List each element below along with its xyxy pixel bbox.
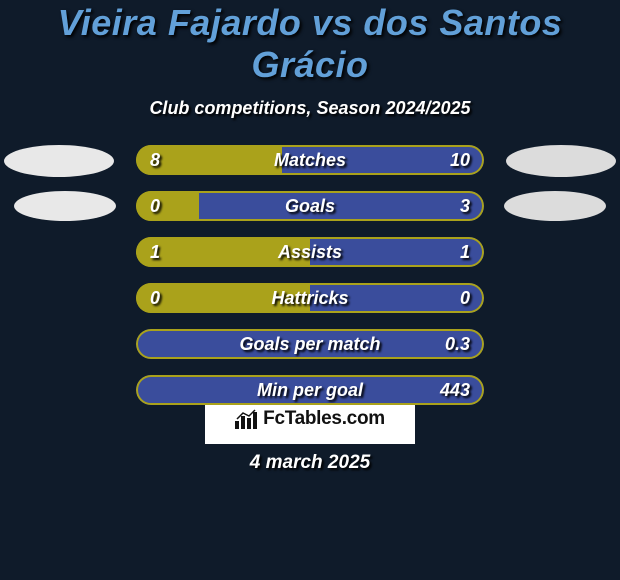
value-right: 0.3 [445, 329, 470, 359]
stat-label: Goals per match [136, 329, 484, 359]
player-right-photo-1 [506, 145, 616, 177]
stat-label: Assists [136, 237, 484, 267]
stat-row: Min per goal443 [136, 375, 484, 405]
chart-icon [235, 409, 257, 429]
date: 4 march 2025 [0, 452, 620, 474]
player-left-photo-2 [14, 191, 116, 221]
stat-label: Min per goal [136, 375, 484, 405]
stat-row: 8Matches10 [136, 145, 484, 175]
value-right: 3 [460, 191, 470, 221]
subtitle: Club competitions, Season 2024/2025 [0, 98, 620, 119]
value-right: 10 [450, 145, 470, 175]
stat-label: Hattricks [136, 283, 484, 313]
logo-text: FcTables.com [263, 408, 385, 430]
value-right: 443 [440, 375, 470, 405]
title: Vieira Fajardo vs dos Santos Grácio [0, 2, 620, 86]
player-left-photo-1 [4, 145, 114, 177]
stat-label: Goals [136, 191, 484, 221]
stat-row: 0Goals3 [136, 191, 484, 221]
stat-row: 1Assists1 [136, 237, 484, 267]
value-right: 0 [460, 283, 470, 313]
player-right-photo-2 [504, 191, 606, 221]
stat-row: 0Hattricks0 [136, 283, 484, 313]
value-right: 1 [460, 237, 470, 267]
stat-label: Matches [136, 145, 484, 175]
comparison-card: Vieira Fajardo vs dos Santos Grácio Club… [0, 0, 620, 580]
stat-row: Goals per match0.3 [136, 329, 484, 359]
stat-bars: 8Matches100Goals31Assists10Hattricks0Goa… [136, 145, 484, 421]
